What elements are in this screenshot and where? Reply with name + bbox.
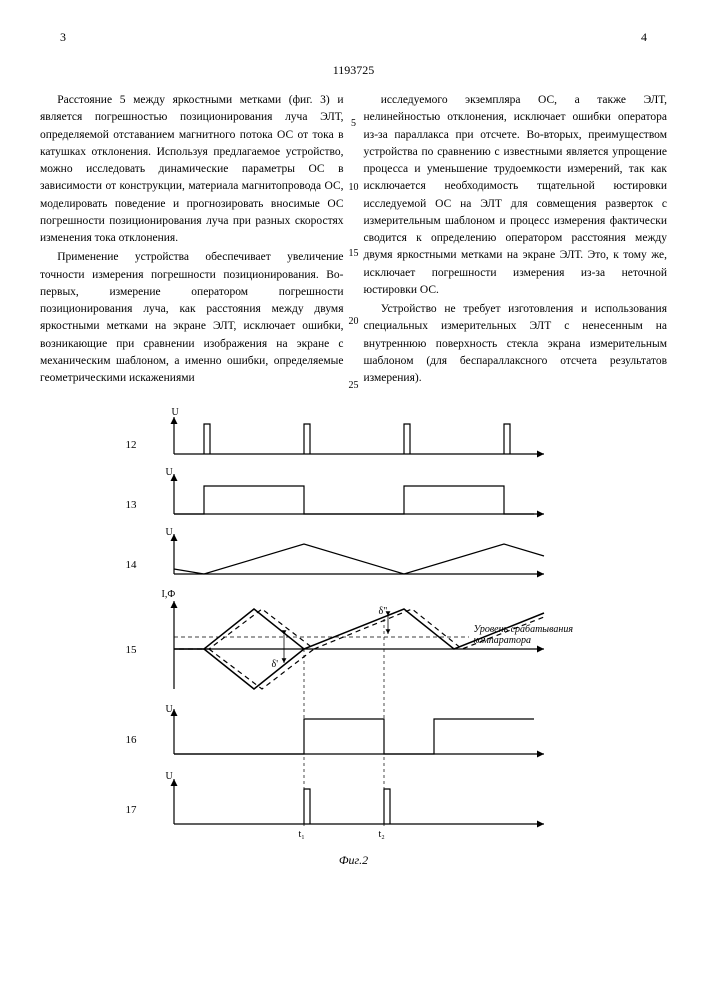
line-number: 25 (344, 380, 364, 391)
line-number: 15 (344, 248, 364, 259)
t2-label: t₂ (379, 829, 385, 840)
paragraph: Применение устройства обеспечивает увели… (40, 249, 344, 387)
delta-label: δ" (379, 606, 388, 617)
line-number: 5 (344, 118, 364, 129)
axis-u: U (166, 527, 173, 538)
paragraph: Устройство не требует изготовления и исп… (364, 301, 668, 387)
delta-label: δ' (272, 659, 279, 670)
row-label-15: 15 (126, 644, 137, 656)
comparator-label: Уровень срабатывания компаратора (474, 624, 584, 646)
row-label-16: 16 (126, 734, 137, 746)
doc-number: 1193725 (40, 63, 667, 78)
paragraph: исследуемого экземпляра ОС, а также ЭЛТ,… (364, 92, 668, 299)
row-label-17: 17 (126, 804, 137, 816)
page-left: 3 (60, 30, 66, 45)
row-label-14: 14 (126, 559, 137, 571)
axis-u: U (166, 704, 173, 715)
row-label-12: 12 (126, 439, 137, 451)
axis-u: U (172, 407, 179, 418)
paragraph: Расстояние 5 между яркостными метками (ф… (40, 92, 344, 247)
line-number: 10 (344, 182, 364, 193)
figure-caption: Фиг.2 (144, 853, 564, 868)
column-left: Расстояние 5 между яркостными метками (ф… (40, 92, 344, 389)
timing-diagram: 12 13 14 15 16 17 U U U I,Ф U U t₁ t₂ δ"… (144, 409, 564, 889)
axis-iphi: I,Ф (162, 589, 176, 600)
axis-u: U (166, 771, 173, 782)
row-label-13: 13 (126, 499, 137, 511)
t1-label: t₁ (299, 829, 305, 840)
column-right: исследуемого экземпляра ОС, а также ЭЛТ,… (364, 92, 668, 389)
page-right: 4 (641, 30, 647, 45)
text-columns: Расстояние 5 между яркостными метками (ф… (40, 92, 667, 389)
line-number: 20 (344, 316, 364, 327)
axis-u: U (166, 467, 173, 478)
